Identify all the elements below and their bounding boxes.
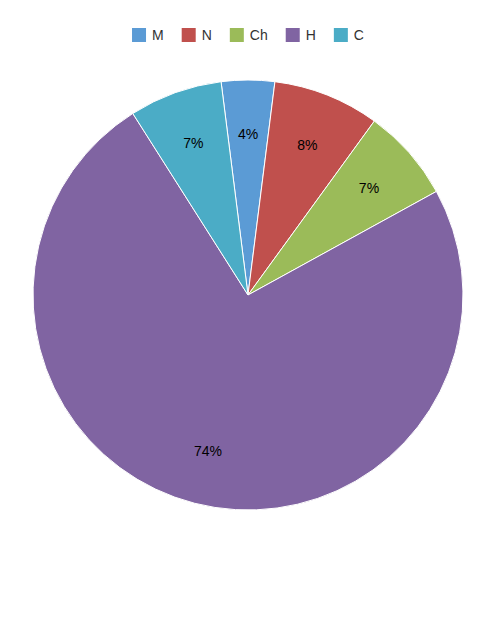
legend-label: M	[152, 27, 164, 43]
legend-swatch	[334, 28, 348, 42]
legend-label: C	[354, 27, 364, 43]
legend-swatch	[230, 28, 244, 42]
legend-item: N	[182, 27, 212, 43]
legend: M N Ch H C	[132, 27, 364, 43]
legend-swatch	[132, 28, 146, 42]
data-label: 7%	[183, 135, 203, 151]
data-label: 8%	[297, 137, 317, 153]
legend-item: M	[132, 27, 164, 43]
legend-label: H	[306, 27, 316, 43]
data-label: 74%	[194, 443, 222, 459]
legend-label: Ch	[250, 27, 268, 43]
legend-swatch	[182, 28, 196, 42]
data-label: 4%	[238, 126, 258, 142]
legend-swatch	[286, 28, 300, 42]
data-label: 7%	[359, 180, 379, 196]
legend-item: H	[286, 27, 316, 43]
legend-item: Ch	[230, 27, 268, 43]
legend-item: C	[334, 27, 364, 43]
legend-label: N	[202, 27, 212, 43]
pie-slice	[133, 82, 248, 295]
pie-slice	[33, 113, 463, 510]
pie: 4% 8% 7% 74% 7%	[33, 80, 463, 510]
chart: 4% 8% 7% 74% 7% M N Ch H C	[0, 0, 496, 630]
